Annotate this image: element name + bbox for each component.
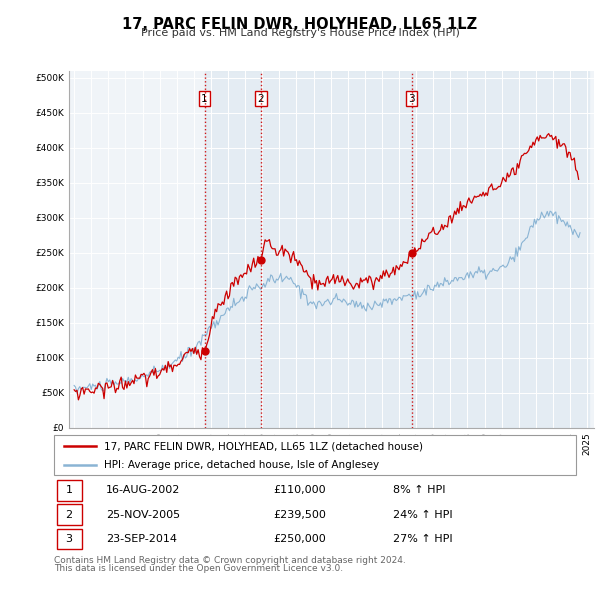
Text: £250,000: £250,000 [273, 534, 326, 544]
FancyBboxPatch shape [54, 435, 576, 475]
Bar [205, 71, 261, 428]
Text: This data is licensed under the Open Government Licence v3.0.: This data is licensed under the Open Gov… [54, 565, 343, 573]
Text: 17, PARC FELIN DWR, HOLYHEAD, LL65 1LZ (detached house): 17, PARC FELIN DWR, HOLYHEAD, LL65 1LZ (… [104, 441, 422, 451]
Text: Contains HM Land Registry data © Crown copyright and database right 2024.: Contains HM Land Registry data © Crown c… [54, 556, 406, 565]
Text: £110,000: £110,000 [273, 486, 326, 496]
Text: 27% ↑ HPI: 27% ↑ HPI [394, 534, 453, 544]
Bar [261, 71, 412, 428]
Text: 3: 3 [408, 94, 415, 104]
Text: 8% ↑ HPI: 8% ↑ HPI [394, 486, 446, 496]
Text: 3: 3 [65, 534, 73, 544]
Bar [412, 71, 589, 428]
Text: 2: 2 [257, 94, 264, 104]
Text: 2: 2 [65, 510, 73, 520]
Bar [56, 480, 82, 501]
Text: HPI: Average price, detached house, Isle of Anglesey: HPI: Average price, detached house, Isle… [104, 460, 379, 470]
Text: 16-AUG-2002: 16-AUG-2002 [106, 486, 181, 496]
Text: 23-SEP-2014: 23-SEP-2014 [106, 534, 177, 544]
Text: 24% ↑ HPI: 24% ↑ HPI [394, 510, 453, 520]
Text: 17, PARC FELIN DWR, HOLYHEAD, LL65 1LZ: 17, PARC FELIN DWR, HOLYHEAD, LL65 1LZ [122, 17, 478, 31]
Text: £239,500: £239,500 [273, 510, 326, 520]
Text: 1: 1 [201, 94, 208, 104]
Text: 1: 1 [65, 486, 73, 496]
Text: 25-NOV-2005: 25-NOV-2005 [106, 510, 181, 520]
Bar [56, 529, 82, 549]
Text: Price paid vs. HM Land Registry's House Price Index (HPI): Price paid vs. HM Land Registry's House … [140, 28, 460, 38]
Bar [56, 504, 82, 525]
